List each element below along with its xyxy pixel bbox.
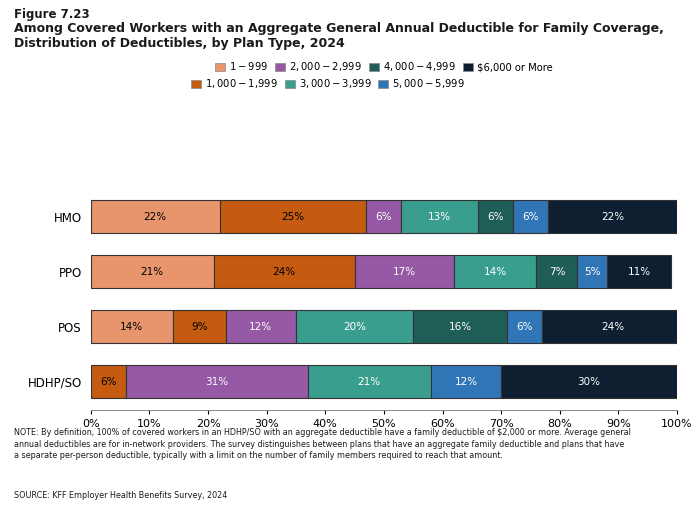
Text: 20%: 20% <box>343 322 366 332</box>
Bar <box>577 255 607 288</box>
Bar <box>296 310 413 343</box>
Bar <box>91 310 173 343</box>
Bar <box>454 255 536 288</box>
Bar <box>607 255 671 288</box>
Bar <box>91 200 220 233</box>
Text: 11%: 11% <box>628 267 651 277</box>
Bar <box>413 310 507 343</box>
Bar <box>542 310 683 343</box>
Text: NOTE: By definition, 100% of covered workers in an HDHP/SO with an aggregate ded: NOTE: By definition, 100% of covered wor… <box>14 428 631 460</box>
Text: 6%: 6% <box>376 212 392 222</box>
Bar <box>220 200 366 233</box>
Bar <box>501 365 677 398</box>
Text: 21%: 21% <box>141 267 164 277</box>
Bar <box>225 310 296 343</box>
Bar <box>431 365 501 398</box>
Text: 14%: 14% <box>120 322 143 332</box>
Text: Figure 7.23: Figure 7.23 <box>14 8 89 21</box>
Text: 6%: 6% <box>517 322 533 332</box>
Bar <box>91 365 126 398</box>
Bar <box>126 365 308 398</box>
Bar <box>308 365 431 398</box>
Text: SOURCE: KFF Employer Health Benefits Survey, 2024: SOURCE: KFF Employer Health Benefits Sur… <box>14 491 228 500</box>
Text: 5%: 5% <box>584 267 600 277</box>
Bar <box>366 200 401 233</box>
Text: 6%: 6% <box>487 212 503 222</box>
Text: Distribution of Deductibles, by Plan Type, 2024: Distribution of Deductibles, by Plan Typ… <box>14 37 345 50</box>
Text: 31%: 31% <box>205 377 228 387</box>
Text: 21%: 21% <box>357 377 381 387</box>
Bar <box>513 200 548 233</box>
Bar <box>355 255 454 288</box>
Text: 13%: 13% <box>428 212 451 222</box>
Bar <box>536 255 577 288</box>
Bar <box>173 310 225 343</box>
Bar <box>91 255 214 288</box>
Text: 14%: 14% <box>484 267 507 277</box>
Text: 16%: 16% <box>449 322 472 332</box>
Text: 9%: 9% <box>191 322 207 332</box>
Bar <box>507 310 542 343</box>
Bar <box>214 255 355 288</box>
Text: 12%: 12% <box>454 377 477 387</box>
Text: 12%: 12% <box>249 322 272 332</box>
Text: 24%: 24% <box>601 322 624 332</box>
Text: 6%: 6% <box>100 377 117 387</box>
Text: 24%: 24% <box>273 267 296 277</box>
Text: 17%: 17% <box>393 267 416 277</box>
Text: Among Covered Workers with an Aggregate General Annual Deductible for Family Cov: Among Covered Workers with an Aggregate … <box>14 22 664 35</box>
Legend: $1,000 - $1,999, $3,000 - $3,999, $5,000 - $5,999: $1,000 - $1,999, $3,000 - $3,999, $5,000… <box>191 78 465 90</box>
Text: 22%: 22% <box>601 212 624 222</box>
Text: 30%: 30% <box>578 377 600 387</box>
Legend: $1 - $999, $2,000 - $2,999, $4,000 - $4,999, $6,000 or More: $1 - $999, $2,000 - $2,999, $4,000 - $4,… <box>215 60 553 73</box>
Text: 7%: 7% <box>549 267 565 277</box>
Bar <box>548 200 677 233</box>
Text: 22%: 22% <box>144 212 167 222</box>
Text: 25%: 25% <box>281 212 304 222</box>
Text: 6%: 6% <box>522 212 539 222</box>
Bar <box>401 200 477 233</box>
Bar <box>477 200 513 233</box>
